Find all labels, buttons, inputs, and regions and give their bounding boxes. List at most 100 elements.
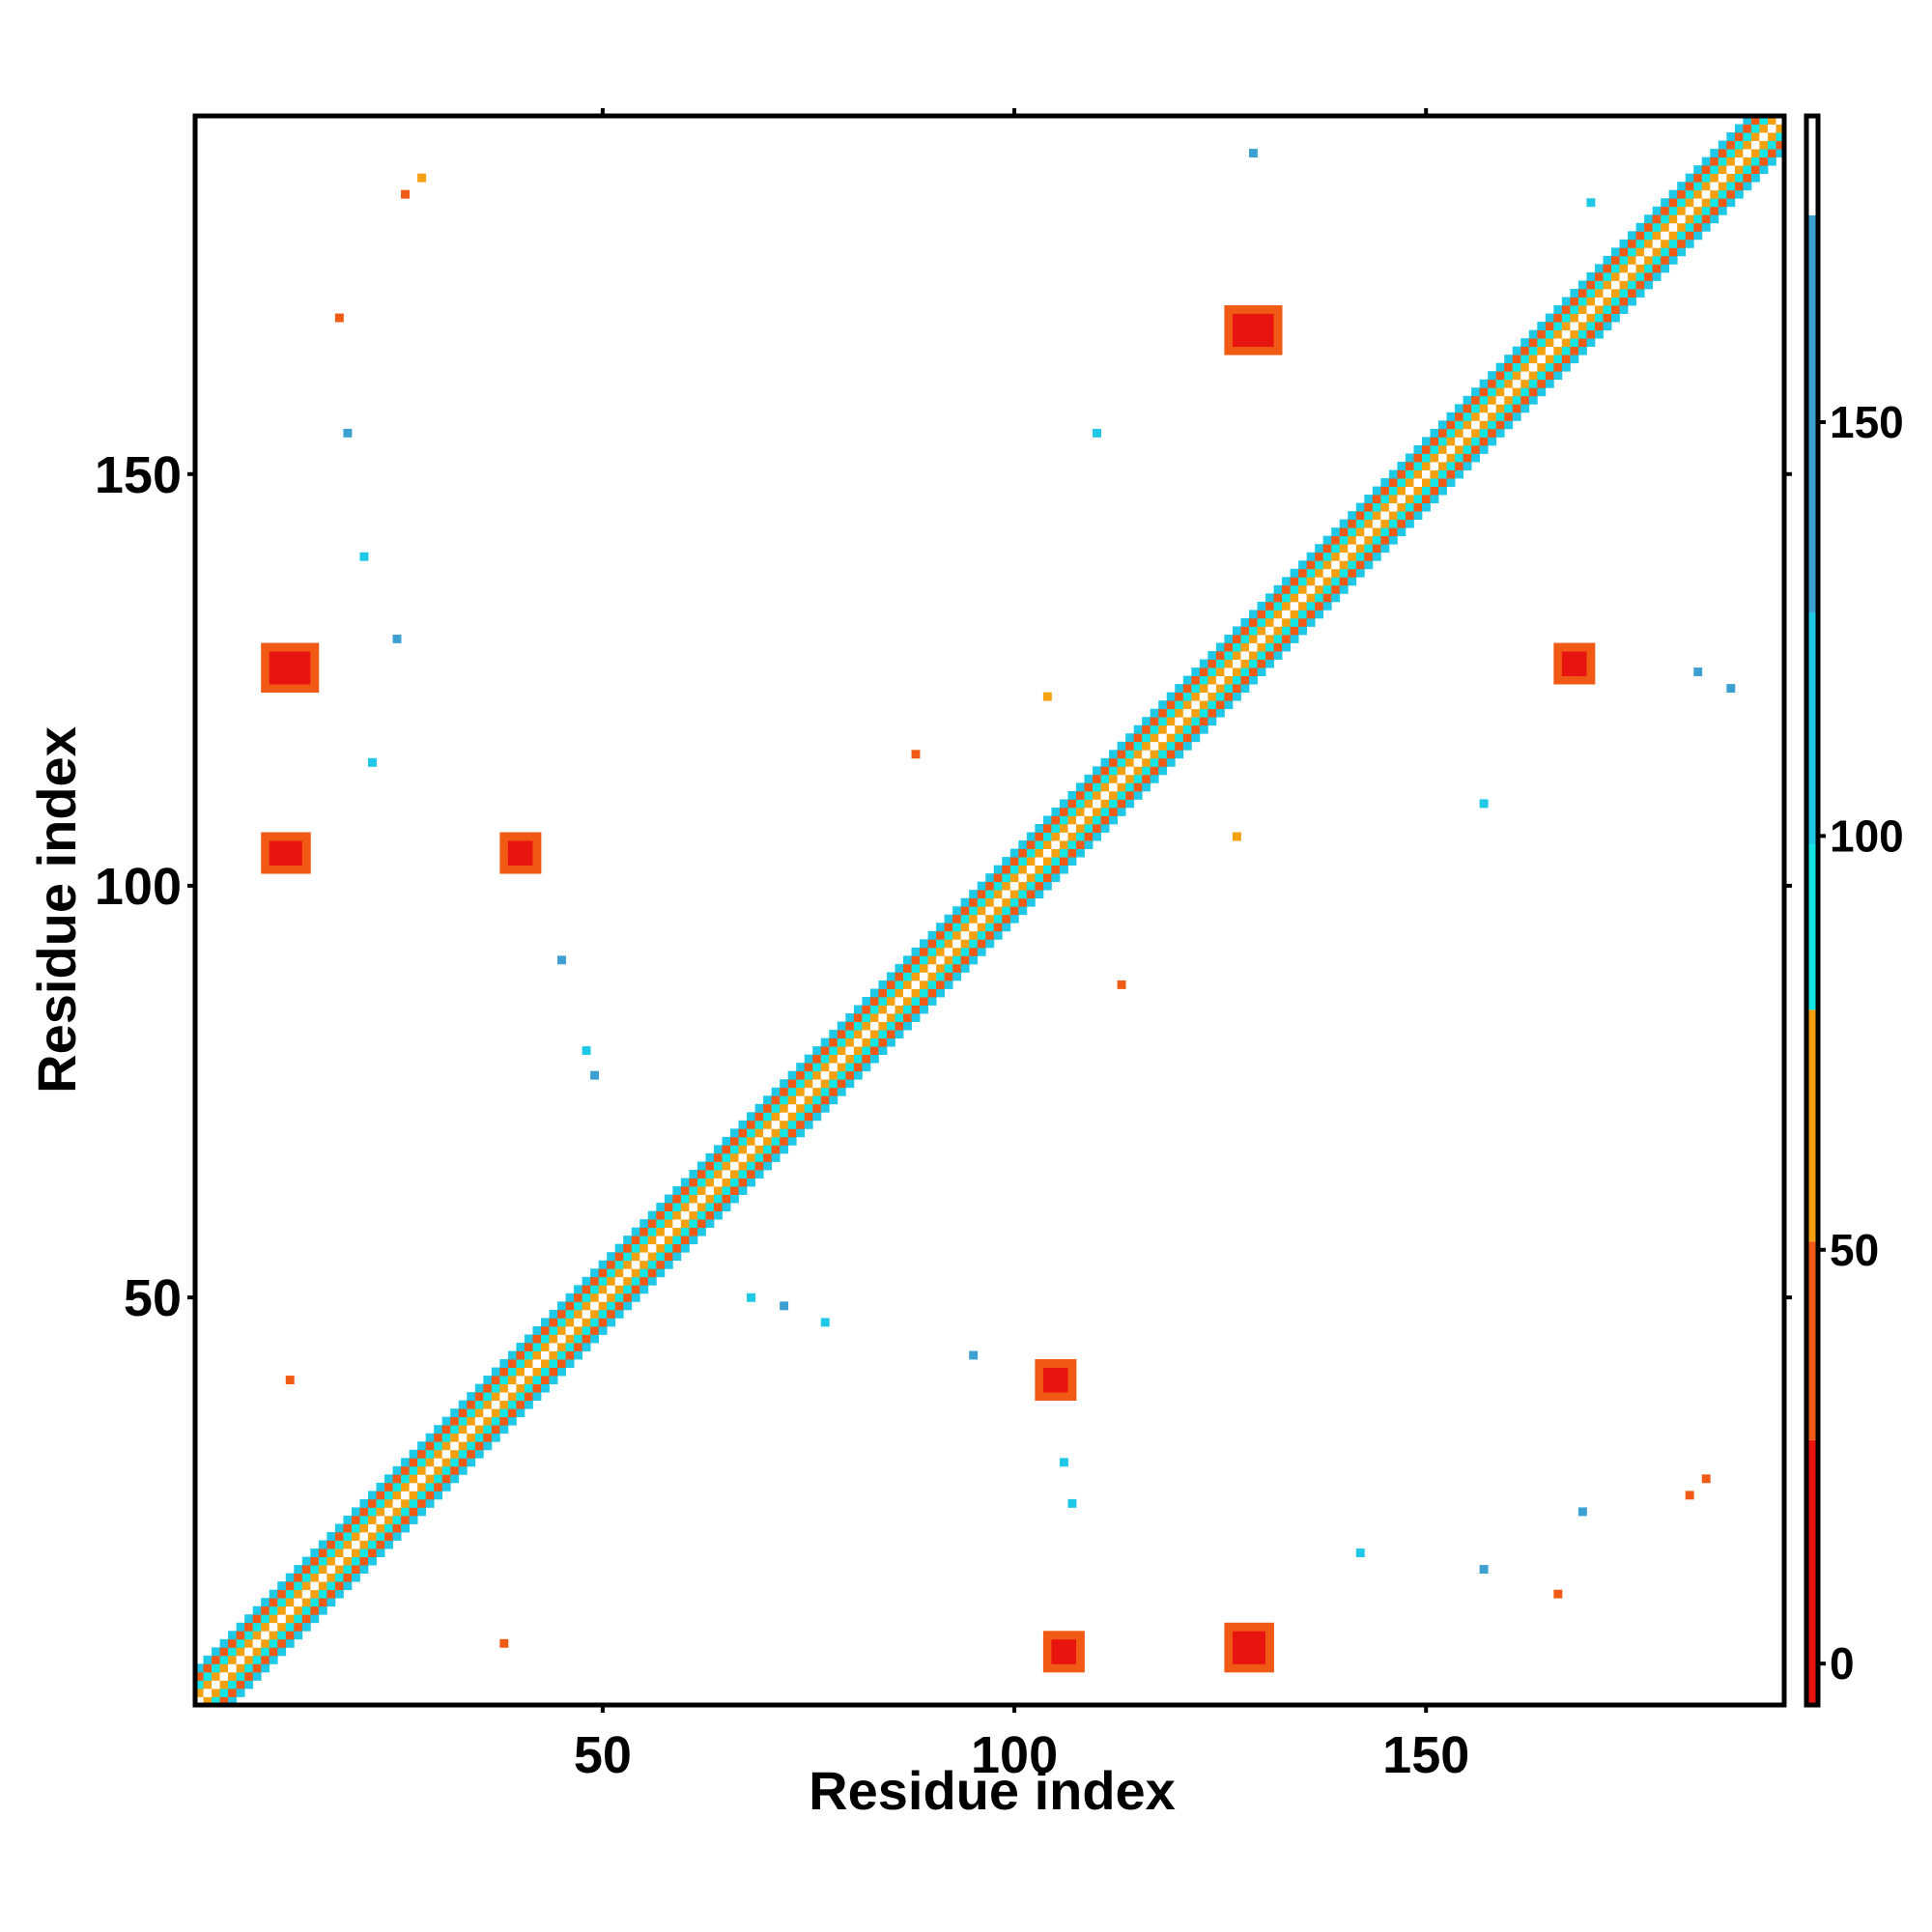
diagonal-contact-cell bbox=[327, 1598, 336, 1607]
diagonal-contact-cell bbox=[1397, 527, 1406, 537]
diagonal-contact-cell bbox=[1109, 790, 1119, 800]
diagonal-contact-cell bbox=[1364, 527, 1374, 537]
diagonal-contact-cell bbox=[359, 1523, 369, 1533]
diagonal-contact-cell bbox=[1520, 346, 1530, 355]
diagonal-contact-cell bbox=[705, 1152, 715, 1162]
diagonal-contact-cell bbox=[376, 1482, 385, 1492]
diagonal-contact-cell bbox=[944, 939, 953, 949]
diagonal-contact-cell bbox=[261, 1605, 270, 1615]
diagonal-contact-cell bbox=[434, 1449, 443, 1459]
diagonal-contact-cell bbox=[664, 1260, 673, 1269]
diagonal-contact-cell bbox=[1075, 832, 1085, 841]
diagonal-contact-cell bbox=[1635, 271, 1645, 281]
block-contact-cell bbox=[269, 659, 278, 668]
diagonal-contact-cell bbox=[1084, 790, 1094, 800]
diagonal-contact-cell bbox=[565, 1309, 575, 1319]
diagonal-contact-cell bbox=[1603, 305, 1612, 314]
diagonal-contact-cell bbox=[1734, 140, 1744, 150]
block-contact-cell bbox=[261, 865, 270, 874]
diagonal-contact-cell bbox=[203, 1671, 213, 1681]
diagonal-contact-cell bbox=[911, 1013, 921, 1022]
diagonal-contact-cell bbox=[1051, 815, 1061, 825]
diagonal-contact-cell bbox=[1240, 684, 1250, 694]
diagonal-contact-cell bbox=[1306, 568, 1316, 578]
diagonal-contact-cell bbox=[1594, 322, 1604, 330]
diagonal-contact-cell bbox=[1430, 461, 1439, 470]
diagonal-contact-cell bbox=[1182, 684, 1192, 694]
diagonal-contact-cell bbox=[1455, 420, 1463, 430]
diagonal-contact-cell bbox=[401, 1458, 410, 1467]
diagonal-contact-cell bbox=[409, 1458, 418, 1467]
diagonal-contact-cell bbox=[359, 1498, 369, 1508]
diagonal-contact-cell bbox=[244, 1680, 254, 1690]
diagonal-contact-cell bbox=[911, 972, 921, 981]
block-contact-cell bbox=[294, 865, 303, 874]
diagonal-contact-cell bbox=[1158, 717, 1168, 726]
diagonal-contact-cell bbox=[1142, 766, 1151, 776]
block-contact-cell bbox=[1553, 668, 1563, 676]
diagonal-contact-cell bbox=[639, 1243, 649, 1253]
diagonal-contact-cell bbox=[1133, 782, 1143, 792]
diagonal-contact-cell bbox=[1084, 815, 1094, 825]
diagonal-contact-cell bbox=[754, 1103, 764, 1113]
diagonal-contact-cell bbox=[862, 1046, 871, 1056]
diagonal-contact-cell bbox=[1693, 165, 1703, 175]
diagonal-contact-cell bbox=[1421, 469, 1431, 479]
diagonal-contact-cell bbox=[985, 873, 995, 883]
diagonal-contact-cell bbox=[1026, 865, 1036, 874]
diagonal-contact-cell bbox=[1685, 189, 1694, 199]
diagonal-contact-cell bbox=[1759, 140, 1769, 150]
diagonal-contact-cell bbox=[1430, 428, 1439, 438]
diagonal-contact-cell bbox=[689, 1210, 698, 1220]
diagonal-contact-cell bbox=[1182, 700, 1192, 710]
block-contact-cell bbox=[1586, 642, 1596, 652]
diagonal-contact-cell bbox=[1339, 552, 1349, 561]
diagonal-contact-cell bbox=[1446, 461, 1456, 470]
diagonal-contact-cell bbox=[1125, 799, 1135, 809]
diagonal-contact-cell bbox=[1512, 387, 1521, 397]
diagonal-contact-cell bbox=[1577, 322, 1587, 330]
diagonal-contact-cell bbox=[1504, 362, 1514, 372]
diagonal-contact-cell bbox=[862, 1030, 871, 1039]
diagonal-contact-cell bbox=[417, 1491, 427, 1500]
block-contact-cell bbox=[499, 848, 509, 858]
diagonal-contact-cell bbox=[1488, 420, 1497, 430]
diagonal-contact-cell bbox=[869, 1046, 879, 1056]
diagonal-contact-cell bbox=[1545, 346, 1554, 355]
diagonal-contact-cell bbox=[483, 1433, 493, 1442]
diagonal-contact-cell bbox=[1388, 469, 1398, 479]
diagonal-contact-cell bbox=[269, 1631, 278, 1640]
diagonal-contact-cell bbox=[417, 1507, 427, 1517]
diagonal-contact-cell bbox=[812, 1103, 822, 1113]
diagonal-contact-cell bbox=[1150, 724, 1159, 734]
diagonal-contact-cell bbox=[467, 1408, 476, 1418]
diagonal-contact-cell bbox=[1759, 156, 1769, 166]
diagonal-contact-cell bbox=[376, 1498, 385, 1508]
diagonal-contact-cell bbox=[1611, 305, 1620, 314]
diagonal-contact-cell bbox=[1018, 865, 1028, 874]
diagonal-contact-cell bbox=[837, 1054, 846, 1064]
diagonal-contact-cell bbox=[895, 963, 904, 973]
block-contact-cell bbox=[499, 840, 509, 849]
block-contact-cell bbox=[524, 832, 533, 841]
diagonal-contact-cell bbox=[532, 1367, 542, 1377]
diagonal-contact-cell bbox=[1619, 280, 1629, 290]
diagonal-contact-cell bbox=[285, 1581, 295, 1591]
diagonal-contact-cell bbox=[680, 1178, 690, 1187]
diagonal-contact-cell bbox=[1545, 322, 1554, 330]
diagonal-contact-cell bbox=[927, 930, 937, 940]
colorbar-band bbox=[1806, 1439, 1818, 1705]
block-contact-cell bbox=[1586, 659, 1596, 668]
diagonal-contact-cell bbox=[1446, 478, 1456, 487]
diagonal-contact-cell bbox=[1322, 552, 1332, 561]
diagonal-contact-cell bbox=[1446, 428, 1456, 438]
diagonal-contact-cell bbox=[392, 1498, 402, 1508]
diagonal-contact-cell bbox=[1224, 700, 1234, 710]
diagonal-contact-cell bbox=[590, 1318, 600, 1327]
diagonal-contact-cell bbox=[853, 1054, 863, 1064]
diagonal-contact-cell bbox=[1248, 642, 1258, 652]
diagonal-contact-cell bbox=[507, 1408, 517, 1418]
diagonal-contact-cell bbox=[1488, 428, 1497, 438]
diagonal-contact-cell bbox=[467, 1458, 476, 1467]
diagonal-contact-cell bbox=[219, 1638, 229, 1648]
